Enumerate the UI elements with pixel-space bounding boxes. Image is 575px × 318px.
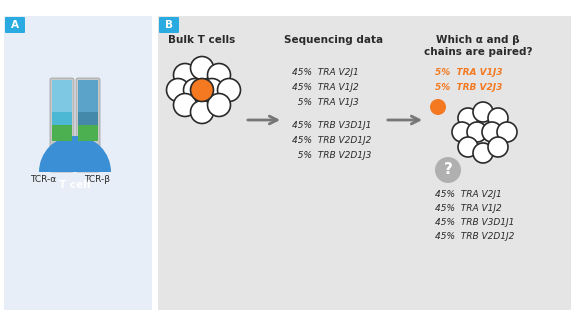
Text: 45%  TRA V1J2: 45% TRA V1J2 (292, 83, 359, 92)
Circle shape (190, 57, 213, 80)
Text: 5%  TRB V2J3: 5% TRB V2J3 (435, 83, 503, 92)
Bar (78, 112, 98, 125)
FancyBboxPatch shape (76, 78, 100, 172)
Circle shape (497, 122, 517, 142)
Wedge shape (39, 136, 111, 172)
Bar (158, 16, 571, 310)
FancyBboxPatch shape (50, 78, 74, 172)
Circle shape (174, 93, 197, 116)
Text: 5%  TRA V1J3: 5% TRA V1J3 (435, 68, 503, 77)
Text: 45%  TRA V1J2: 45% TRA V1J2 (435, 204, 502, 213)
Bar (78, 80, 98, 112)
Text: Which α and β
chains are paired?: Which α and β chains are paired? (424, 35, 532, 58)
Circle shape (452, 122, 472, 142)
Circle shape (473, 102, 493, 122)
Circle shape (488, 137, 508, 157)
Bar (52, 112, 72, 125)
Text: 45%  TRB V3D1J1: 45% TRB V3D1J1 (435, 218, 515, 227)
Text: A: A (11, 20, 19, 30)
Text: 45%  TRB V3D1J1: 45% TRB V3D1J1 (292, 121, 371, 130)
FancyBboxPatch shape (5, 17, 25, 33)
Text: Bulk T cells: Bulk T cells (168, 35, 236, 45)
Circle shape (488, 108, 508, 128)
Text: 45%  TRA V2J1: 45% TRA V2J1 (292, 68, 359, 77)
Bar (4, 16, 152, 310)
Text: 5%  TRA V1J3: 5% TRA V1J3 (292, 98, 359, 107)
Circle shape (473, 143, 493, 163)
Circle shape (208, 64, 231, 86)
Circle shape (183, 79, 206, 101)
Bar (52, 125, 72, 141)
Circle shape (430, 99, 446, 115)
Circle shape (190, 79, 213, 101)
Circle shape (217, 79, 240, 101)
Text: TCR-α: TCR-α (30, 175, 56, 184)
Text: 45%  TRB V2D1J2: 45% TRB V2D1J2 (435, 232, 515, 241)
Circle shape (174, 64, 197, 86)
Circle shape (201, 79, 224, 101)
Text: 45%  TRB V2D1J2: 45% TRB V2D1J2 (292, 136, 371, 145)
Text: 45%  TRA V2J1: 45% TRA V2J1 (435, 190, 502, 199)
Text: ?: ? (443, 162, 453, 177)
Circle shape (482, 122, 502, 142)
Bar (52, 80, 72, 112)
Text: TCR-β: TCR-β (84, 175, 110, 184)
Circle shape (190, 100, 213, 123)
Text: B: B (165, 20, 173, 30)
Text: T cell: T cell (59, 180, 91, 190)
Circle shape (208, 93, 231, 116)
Circle shape (167, 79, 190, 101)
Circle shape (467, 122, 487, 142)
Circle shape (435, 157, 461, 183)
FancyBboxPatch shape (159, 17, 179, 33)
Text: Sequencing data: Sequencing data (285, 35, 384, 45)
Text: 5%  TRB V2D1J3: 5% TRB V2D1J3 (292, 151, 371, 160)
Circle shape (458, 108, 478, 128)
Circle shape (458, 137, 478, 157)
Bar (78, 125, 98, 141)
